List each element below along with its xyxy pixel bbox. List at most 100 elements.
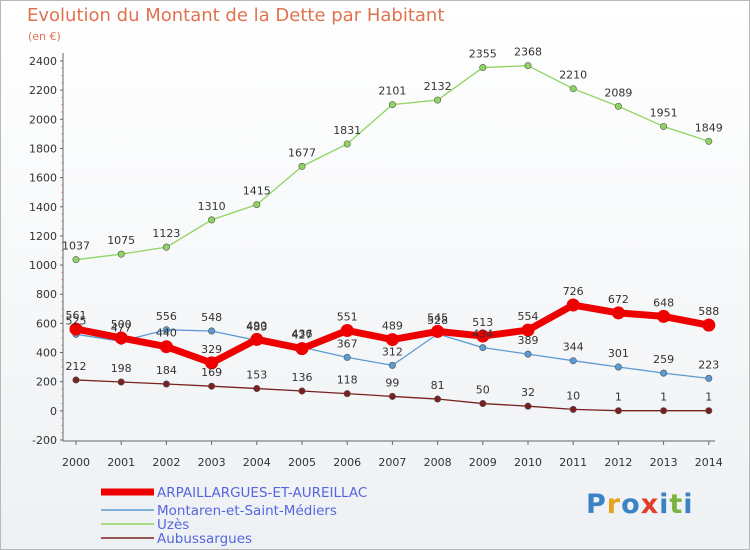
- data-point: [385, 333, 399, 347]
- data-point: [343, 353, 351, 361]
- data-label: 1: [705, 391, 712, 404]
- data-label: 1849: [695, 121, 723, 134]
- x-tick-label: 2010: [514, 456, 542, 469]
- chart-title: Evolution du Montant de la Dette par Hab…: [27, 5, 445, 26]
- data-point: [657, 309, 671, 323]
- y-tick-label: 1000: [29, 259, 57, 272]
- data-point: [524, 402, 532, 410]
- data-point: [208, 382, 216, 390]
- data-label: 1951: [650, 106, 678, 119]
- data-label: 50: [476, 384, 490, 397]
- data-point: [295, 342, 309, 356]
- data-label: 301: [608, 347, 629, 360]
- y-tick-label: 800: [36, 288, 57, 301]
- logo-letter: x: [640, 489, 660, 520]
- data-point: [702, 318, 716, 332]
- data-label: 588: [698, 305, 719, 318]
- data-label: 184: [156, 364, 177, 377]
- data-point: [614, 102, 622, 110]
- data-label: 344: [563, 341, 584, 354]
- x-tick-label: 2003: [198, 456, 226, 469]
- data-point: [431, 324, 445, 338]
- x-tick-label: 2007: [378, 456, 406, 469]
- data-point: [114, 331, 128, 345]
- data-label: 528: [427, 314, 448, 327]
- logo-letter: i: [659, 489, 670, 520]
- data-point: [117, 378, 125, 386]
- logo-letter: t: [669, 489, 684, 520]
- data-point: [660, 407, 668, 415]
- data-point: [705, 137, 713, 145]
- data-label: 440: [156, 327, 177, 340]
- data-label: 153: [246, 369, 267, 382]
- x-tick-label: 2001: [107, 456, 135, 469]
- data-point: [298, 162, 306, 170]
- data-label: 556: [156, 310, 177, 323]
- data-point: [388, 361, 396, 369]
- data-point: [434, 395, 442, 403]
- data-label: 32: [521, 386, 535, 399]
- data-point: [205, 356, 219, 370]
- x-tick-label: 2011: [559, 456, 587, 469]
- x-tick-label: 2008: [424, 456, 452, 469]
- data-label: 118: [337, 374, 358, 387]
- data-label: 483: [246, 320, 267, 333]
- data-point: [208, 216, 216, 224]
- data-point: [253, 201, 261, 209]
- data-label: 513: [472, 316, 493, 329]
- x-tick-label: 2012: [604, 456, 632, 469]
- y-tick-label: 2000: [29, 113, 57, 126]
- data-label: 389: [518, 334, 539, 347]
- data-label: 136: [292, 371, 313, 384]
- x-tick-label: 2004: [243, 456, 271, 469]
- data-point: [705, 407, 713, 415]
- x-tick-label: 2006: [333, 456, 361, 469]
- data-label: 259: [653, 353, 674, 366]
- logo-letter: i: [683, 489, 694, 520]
- data-label: 726: [563, 285, 584, 298]
- data-label: 1831: [333, 124, 361, 137]
- data-point: [614, 363, 622, 371]
- proxiti-logo: Proxiti: [586, 489, 694, 520]
- data-point: [524, 62, 532, 70]
- data-point: [388, 392, 396, 400]
- y-tick-label: 1800: [29, 142, 57, 155]
- data-point: [660, 369, 668, 377]
- logo-letter: P: [586, 489, 607, 520]
- data-label: 1037: [62, 240, 90, 253]
- data-point: [208, 327, 216, 335]
- legend-label: Montaren-et-Saint-Médiers: [157, 503, 337, 519]
- data-label: 561: [66, 309, 87, 322]
- data-label: 312: [382, 345, 403, 358]
- x-tick-label: 2014: [695, 456, 723, 469]
- data-label: 329: [201, 343, 222, 356]
- data-label: 367: [337, 337, 358, 350]
- legend-label: ARPAILLARGUES-ET-AUREILLAC: [157, 485, 367, 501]
- data-label: 2089: [604, 86, 632, 99]
- y-tick-label: 2400: [29, 55, 57, 68]
- logo-letter: r: [606, 489, 622, 520]
- data-label: 489: [382, 320, 403, 333]
- y-tick-label: 400: [36, 347, 57, 360]
- data-point: [343, 390, 351, 398]
- data-label: 1123: [152, 227, 180, 240]
- data-label: 169: [201, 366, 222, 379]
- data-point: [162, 243, 170, 251]
- data-label: 554: [518, 310, 539, 323]
- data-point: [298, 387, 306, 395]
- data-point: [479, 344, 487, 352]
- data-point: [569, 357, 577, 365]
- y-unit-label: (en €): [28, 30, 61, 43]
- y-tick-label: 1600: [29, 172, 57, 185]
- data-point: [250, 332, 264, 346]
- data-point: [566, 298, 580, 312]
- data-point: [253, 385, 261, 393]
- data-label: 198: [111, 362, 132, 375]
- data-point: [162, 380, 170, 388]
- data-point: [705, 374, 713, 382]
- data-label: 10: [566, 389, 580, 402]
- data-label: 1415: [243, 185, 271, 198]
- data-label: 525: [66, 314, 87, 327]
- data-label: 545: [427, 311, 448, 324]
- data-label: 490: [246, 319, 267, 332]
